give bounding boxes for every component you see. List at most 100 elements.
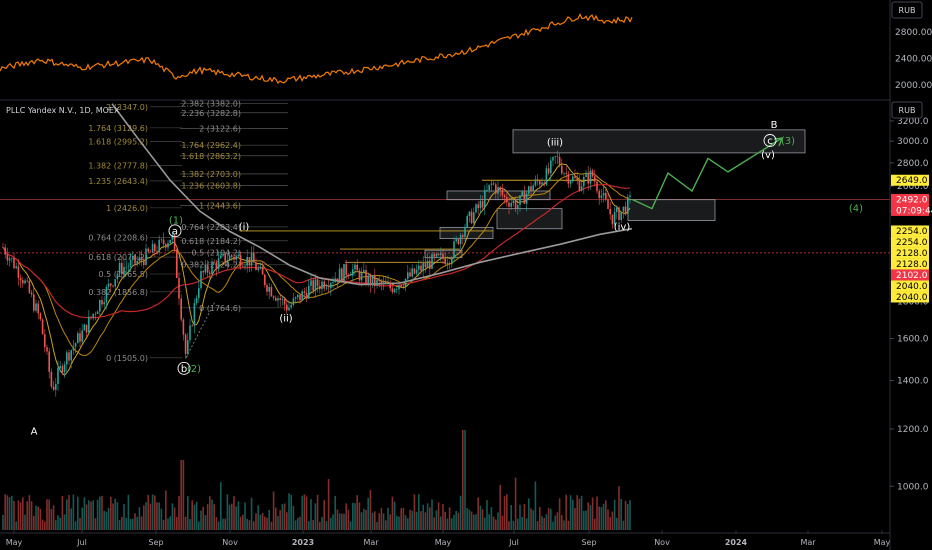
volume-bar [70,508,72,530]
candle-body [220,255,222,259]
volume-bar [66,499,68,530]
volume-bar [585,510,587,530]
candle-body [367,275,369,284]
candle-body [554,156,556,158]
volume-bar [129,518,132,530]
candle-body [147,248,149,252]
candle-body [567,174,570,184]
price-badge-countdown: 07:09:44 [896,206,932,216]
volume-bar [127,494,130,530]
candle-body [369,275,372,286]
fib-label-right: 0.5 (2104.2) [192,249,242,258]
projection-path[interactable] [631,137,784,210]
volume-bar [151,494,154,530]
volume-bar [61,495,64,530]
candle-body [288,307,290,311]
candle-body [158,240,160,253]
ma-fast-line [2,163,631,376]
volume-bar [481,509,484,530]
volume-bar [312,519,314,530]
time-axis[interactable]: May Jul Sep Nov 2023 Mar May Jul Sep Nov 2024 Mar Ma… [0,530,891,547]
volume-bar [191,500,193,530]
volume-bar [332,514,334,530]
volume-bar [121,516,123,530]
volume-bar [543,517,545,530]
symbol-title[interactable]: PLLC Yandex N.V., 1D, MOEX [6,106,120,115]
currency-box-main[interactable] [891,101,923,119]
candle-body [536,179,539,182]
volume-bar [279,510,281,530]
volume-bar [514,477,517,530]
projection-line[interactable] [631,137,783,210]
volume-bar [360,512,363,530]
volume-bar [323,500,325,530]
rectangle-box[interactable] [512,129,806,154]
candle-body [292,298,295,305]
candle-body [81,330,83,342]
candle-body [418,265,420,270]
candle-body [325,287,328,289]
candle-body [136,260,138,264]
volume-bar [422,504,424,530]
candle-body [479,201,482,209]
candle-body [129,259,132,267]
fib-trend-line[interactable] [185,301,216,359]
volume-bar [391,496,394,530]
volume-bar [389,514,391,530]
fib-label-right: 2 (3122.6) [199,125,241,134]
volume-bar [426,503,429,530]
volume-bar [237,501,240,530]
candle-body [30,292,33,295]
volume-bar [369,489,372,530]
volume-bar [310,499,312,530]
candle-body [455,238,457,242]
volume-bar [171,503,174,530]
rectangle-drawings[interactable] [240,129,806,263]
volume-bar [420,511,422,530]
candle-body [46,347,48,352]
candle-body [598,191,600,199]
volume-bar [182,460,185,530]
candle-body [501,189,504,196]
currency-label-top: RUB [899,6,916,15]
candle-body [281,298,284,300]
candle-body [532,185,534,191]
fib-label-left: 0.764 (2208.6) [88,233,148,242]
volume-bar [622,520,625,530]
volume-bar [488,514,490,530]
volume-bar [154,495,156,530]
candle-body [206,264,209,273]
candle-body [235,256,237,260]
candle-body [312,280,314,291]
candle-body [429,260,431,269]
candle-body [459,235,462,245]
fibonacci-drawings[interactable]: 2 (3347.0) 1.764 (3129.6) 1.618 (2995.2) 1.… [88,100,288,363]
candle-body [341,268,343,281]
candle-body [618,207,620,221]
rectangle-box[interactable] [496,208,563,230]
candle-body [495,184,497,194]
price-badge-text: 2254.0 [896,238,928,248]
volume-bar [572,499,574,530]
candle-body [57,367,59,384]
volume-bar [495,519,497,530]
wave-label: (iii) [547,137,563,148]
fib-label-right: 0.618 (2184.2) [181,237,241,246]
volume-bar [99,496,101,530]
candle-body [327,287,330,289]
volume-bar [486,500,488,530]
volume-bar [77,496,79,530]
volume-bar [26,501,28,530]
volume-bar [501,515,504,530]
fib-label-left: 1.618 (2995.2) [88,138,148,147]
volume-bar [184,516,187,530]
volume-bar [534,481,537,530]
volume-bar [222,518,224,530]
fib-label-left: 2 (3347.0) [106,103,148,112]
candle-body [103,302,105,305]
currency-box-top[interactable] [891,1,923,19]
candle-body [305,292,308,299]
candle-body [90,316,92,318]
volume-bar [55,520,57,530]
